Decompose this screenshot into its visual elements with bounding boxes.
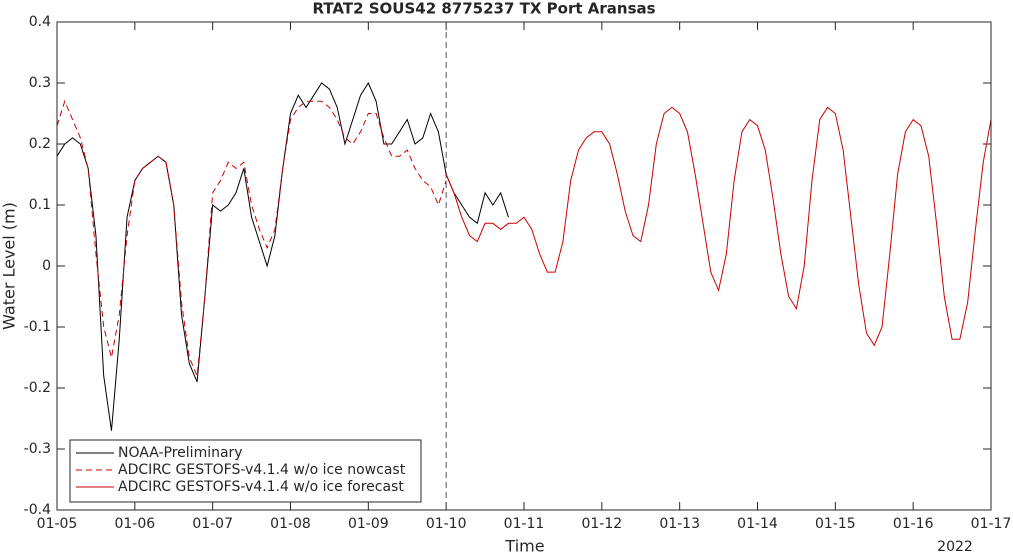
x-tick-label: 01-08 bbox=[270, 516, 311, 532]
x-tick-label: 01-05 bbox=[37, 516, 78, 532]
y-tick-label: 0.2 bbox=[29, 136, 51, 152]
y-tick-label: 0 bbox=[42, 258, 51, 274]
legend-label: ADCIRC GESTOFS-v4.1.4 w/o ice forecast bbox=[118, 479, 404, 495]
x-axis-label: Time bbox=[504, 537, 544, 555]
x-axis-secondary-label: 2022 bbox=[937, 539, 973, 555]
y-axis-label: Water Level (m) bbox=[0, 202, 19, 330]
legend-label: NOAA-Preliminary bbox=[118, 445, 243, 461]
y-tick-label: -0.1 bbox=[24, 319, 51, 335]
y-tick-label: 0.3 bbox=[29, 75, 51, 91]
y-tick-label: -0.4 bbox=[24, 502, 51, 518]
y-tick-label: -0.3 bbox=[24, 441, 51, 457]
chart-title: RTAT2 SOUS42 8775237 TX Port Aransas bbox=[312, 0, 655, 18]
x-tick-label: 01-12 bbox=[581, 516, 622, 532]
plot-area bbox=[57, 22, 991, 510]
x-tick-label: 01-15 bbox=[815, 516, 856, 532]
y-tick-label: -0.2 bbox=[24, 380, 51, 396]
y-tick-label: 0.4 bbox=[29, 14, 51, 30]
legend-label: ADCIRC GESTOFS-v4.1.4 w/o ice nowcast bbox=[118, 462, 406, 478]
plot-border bbox=[56, 21, 992, 511]
x-tick-label: 01-14 bbox=[737, 516, 778, 532]
x-tick-label: 01-11 bbox=[504, 516, 545, 532]
x-tick-label: 01-09 bbox=[348, 516, 389, 532]
x-tick-label: 01-06 bbox=[114, 516, 155, 532]
legend-box bbox=[69, 439, 422, 503]
x-tick-label: 01-07 bbox=[192, 516, 233, 532]
y-tick-label: 0.1 bbox=[29, 197, 51, 213]
x-tick-label: 01-13 bbox=[659, 516, 700, 532]
x-tick-label: 01-17 bbox=[971, 516, 1012, 532]
x-tick-label: 01-10 bbox=[426, 516, 467, 532]
data-line bbox=[445, 106, 992, 347]
x-tick-label: 01-16 bbox=[893, 516, 934, 532]
